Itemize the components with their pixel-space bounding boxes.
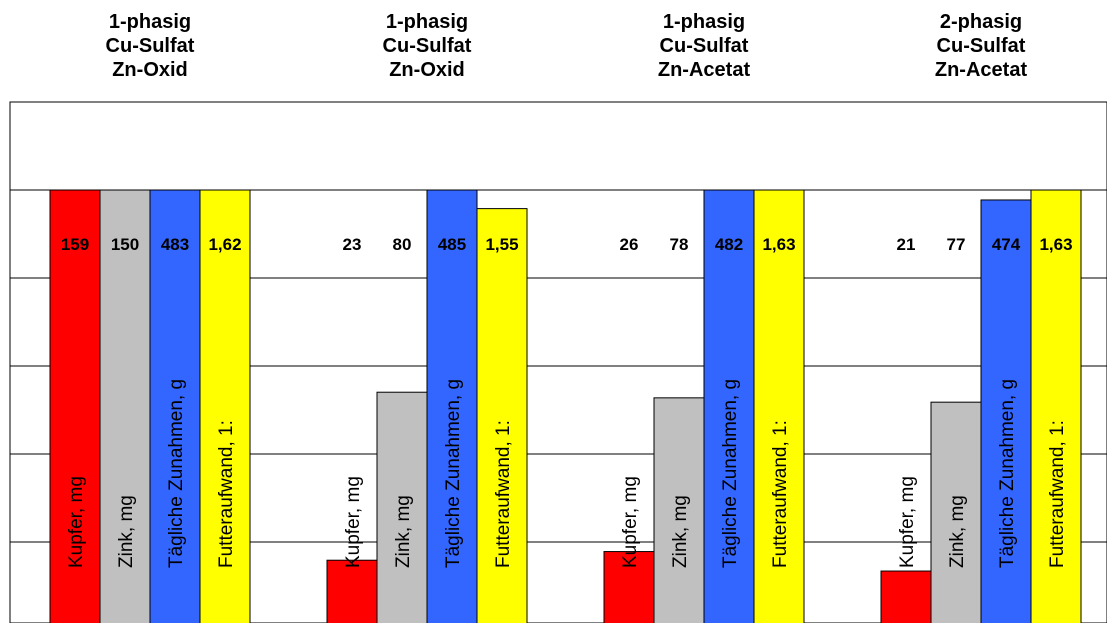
bar-2-1	[653, 397, 705, 623]
value-label-2-1: 78	[670, 235, 689, 254]
group-title-3-line-2: Zn-Acetat	[935, 59, 1028, 81]
series-label-1-2: Tägliche Zunahmen, g	[443, 379, 464, 568]
group-title-1-line-2: Zn-Oxid	[389, 59, 465, 81]
bar-1-0	[326, 559, 378, 623]
bar-0-2	[149, 189, 201, 623]
bar-1-3	[476, 208, 528, 623]
series-label-3-1: Zink, mg	[947, 495, 968, 568]
group-title-1-line-1: Cu-Sulfat	[383, 35, 472, 57]
series-label-0-0: Kupfer, mg	[66, 476, 87, 568]
series-label-3-2: Tägliche Zunahmen, g	[997, 379, 1018, 568]
value-label-2-0: 26	[620, 235, 639, 254]
bar-2-0	[603, 551, 655, 623]
group-title-2-line-0: 1-phasig	[663, 11, 745, 33]
value-label-1-1: 80	[393, 235, 412, 254]
value-label-0-0: 159	[61, 235, 89, 254]
bar-3-3	[1030, 189, 1082, 623]
value-label-3-1: 77	[947, 235, 966, 254]
value-label-2-3: 1,63	[762, 235, 795, 254]
group-title-3-line-1: Cu-Sulfat	[937, 35, 1026, 57]
series-label-1-0: Kupfer, mg	[343, 476, 364, 568]
bar-3-2	[980, 199, 1032, 623]
group-title-1-line-0: 1-phasig	[386, 11, 468, 33]
value-label-3-2: 474	[992, 235, 1021, 254]
value-label-2-2: 482	[715, 235, 743, 254]
value-label-1-2: 485	[438, 235, 466, 254]
series-label-2-3: Futteraufwand, 1:	[770, 420, 791, 568]
value-label-0-2: 483	[161, 235, 189, 254]
bar-0-3	[199, 189, 251, 623]
bar-0-0	[49, 189, 101, 623]
series-label-2-2: Tägliche Zunahmen, g	[720, 379, 741, 568]
series-label-3-0: Kupfer, mg	[897, 476, 918, 568]
series-label-1-3: Futteraufwand, 1:	[493, 420, 514, 568]
group-title-2-line-1: Cu-Sulfat	[660, 35, 749, 57]
value-label-1-3: 1,55	[485, 235, 518, 254]
bar-1-1	[376, 391, 428, 623]
series-label-0-1: Zink, mg	[116, 495, 137, 568]
bar-0-1	[99, 189, 151, 623]
series-label-2-1: Zink, mg	[670, 495, 691, 568]
value-label-3-3: 1,63	[1039, 235, 1072, 254]
series-label-1-1: Zink, mg	[393, 495, 414, 568]
bar-2-2	[703, 189, 755, 623]
series-label-0-2: Tägliche Zunahmen, g	[166, 379, 187, 568]
series-label-2-0: Kupfer, mg	[620, 476, 641, 568]
bar-3-1	[930, 401, 982, 623]
bar-2-3	[753, 189, 805, 623]
group-title-2-line-2: Zn-Acetat	[658, 59, 751, 81]
bar-3-0	[880, 570, 932, 623]
bar-1-2	[426, 189, 478, 623]
value-label-0-1: 150	[111, 235, 139, 254]
group-title-0-line-1: Cu-Sulfat	[106, 35, 195, 57]
value-label-3-0: 21	[897, 235, 916, 254]
value-label-1-0: 23	[343, 235, 362, 254]
group-title-0-line-2: Zn-Oxid	[112, 59, 188, 81]
series-label-0-3: Futteraufwand, 1:	[216, 420, 237, 568]
group-title-0-line-0: 1-phasig	[109, 11, 191, 33]
group-title-3-line-0: 2-phasig	[940, 11, 1022, 33]
series-label-3-3: Futteraufwand, 1:	[1047, 420, 1068, 568]
value-label-0-3: 1,62	[208, 235, 241, 254]
